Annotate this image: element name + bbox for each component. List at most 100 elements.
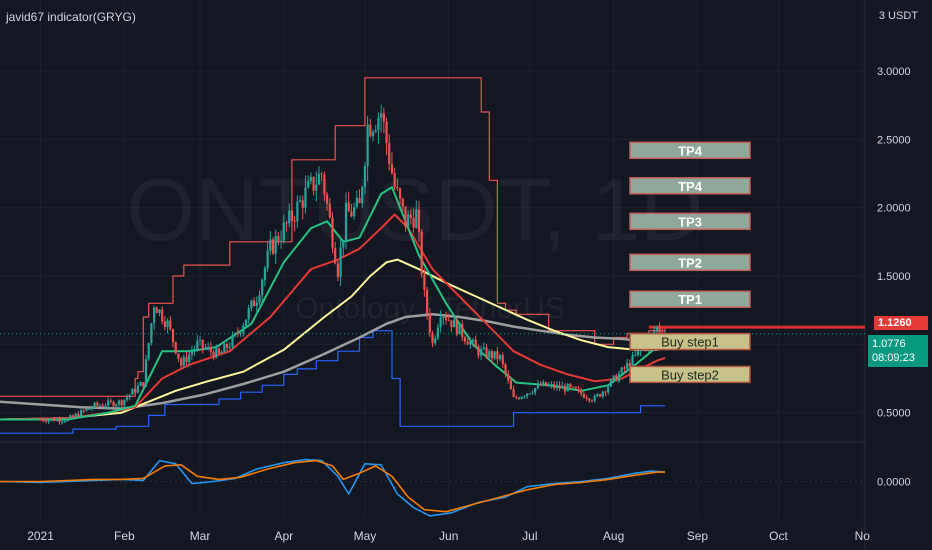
candle-down bbox=[301, 200, 304, 208]
candle-up bbox=[193, 348, 196, 352]
candle-up bbox=[296, 201, 299, 222]
candle-up bbox=[307, 181, 310, 188]
candle-up bbox=[534, 387, 537, 393]
candle-up bbox=[488, 351, 491, 358]
candle-up bbox=[55, 419, 58, 421]
x-tick-label: Mar bbox=[190, 529, 211, 543]
candle-down bbox=[252, 300, 256, 307]
candle-up bbox=[366, 124, 369, 167]
candle-down bbox=[580, 389, 583, 394]
indicator-title[interactable]: javid67 indicator(GRYG) bbox=[6, 10, 136, 24]
candle-down bbox=[558, 384, 561, 389]
candle-down bbox=[101, 405, 104, 407]
candle-up bbox=[244, 319, 248, 326]
lower-band-line bbox=[0, 330, 665, 434]
candle-down bbox=[217, 348, 221, 354]
candle-up bbox=[339, 247, 342, 278]
candle-up bbox=[182, 357, 185, 366]
candle-up bbox=[471, 339, 475, 342]
candle-up bbox=[636, 351, 640, 356]
candle-up bbox=[493, 351, 496, 359]
candle-down bbox=[163, 321, 166, 327]
target-box bbox=[629, 290, 751, 308]
candle-down bbox=[585, 397, 588, 399]
candle-up bbox=[355, 198, 358, 208]
candle-down bbox=[77, 413, 80, 417]
candle-down bbox=[388, 143, 391, 165]
candle-up bbox=[536, 383, 540, 388]
target-box bbox=[629, 212, 751, 231]
candle-up bbox=[269, 239, 272, 251]
candle-up bbox=[63, 421, 66, 423]
candle-up bbox=[280, 240, 283, 242]
candle-up bbox=[520, 396, 523, 399]
currency-unit-label[interactable]: 3 USDT bbox=[878, 10, 918, 22]
candle-down bbox=[588, 398, 591, 401]
candle-down bbox=[444, 316, 448, 320]
candle-down bbox=[328, 203, 331, 218]
candle-down bbox=[417, 209, 421, 232]
candle-up bbox=[90, 407, 94, 409]
candle-down bbox=[201, 339, 204, 348]
candle-up bbox=[69, 415, 72, 419]
candle-up bbox=[261, 280, 264, 296]
buy-zone-box bbox=[629, 332, 751, 351]
buy-zone-box bbox=[629, 365, 751, 384]
candle-down bbox=[236, 333, 239, 335]
candle-down bbox=[96, 402, 99, 406]
candle-up bbox=[639, 350, 642, 352]
watermark-symbol: ONTUSDT, 1D bbox=[127, 160, 704, 259]
candle-up bbox=[609, 379, 613, 387]
candle-down bbox=[39, 419, 42, 421]
candle-up bbox=[453, 319, 456, 328]
candle-down bbox=[336, 263, 339, 278]
candle-down bbox=[512, 389, 515, 397]
candle-up bbox=[353, 207, 356, 217]
candle-up bbox=[66, 418, 69, 422]
candle-up bbox=[593, 396, 596, 401]
candle-down bbox=[461, 323, 464, 338]
target-label: TP4 bbox=[678, 179, 703, 194]
candle-up bbox=[526, 393, 529, 397]
candle-down bbox=[428, 313, 431, 333]
candle-down bbox=[463, 337, 467, 342]
candle-up bbox=[274, 236, 277, 254]
candle-up bbox=[93, 402, 96, 408]
candle-up bbox=[258, 295, 261, 303]
candle-up bbox=[198, 339, 202, 341]
candle-up bbox=[617, 373, 621, 382]
candle-up bbox=[653, 331, 656, 334]
candle-down bbox=[134, 388, 137, 393]
candle-down bbox=[425, 289, 429, 314]
candle-up bbox=[250, 300, 253, 309]
candle-down bbox=[569, 384, 572, 387]
target-label: TP4 bbox=[678, 143, 703, 158]
candle-down bbox=[382, 113, 385, 122]
candle-down bbox=[290, 210, 294, 221]
candle-down bbox=[504, 364, 507, 374]
candle-down bbox=[574, 386, 577, 389]
target-label: TP3 bbox=[678, 214, 702, 229]
candle-down bbox=[82, 410, 85, 412]
candle-down bbox=[615, 375, 618, 382]
bar-countdown: 08:09:23 bbox=[872, 352, 915, 364]
x-tick-label: Jul bbox=[522, 529, 537, 543]
candle-up bbox=[442, 316, 445, 318]
candle-down bbox=[180, 358, 183, 366]
candle-up bbox=[415, 209, 418, 228]
x-tick-label: Jun bbox=[439, 529, 458, 543]
candle-down bbox=[293, 220, 296, 222]
x-tick-label: Sep bbox=[687, 529, 709, 543]
candle-down bbox=[517, 397, 521, 399]
candle-down bbox=[42, 419, 45, 421]
candle-up bbox=[139, 382, 142, 387]
candle-up bbox=[523, 396, 526, 398]
candle-down bbox=[209, 346, 212, 352]
candle-down bbox=[369, 124, 372, 137]
x-tick-label: 2021 bbox=[27, 529, 54, 543]
candle-down bbox=[582, 393, 585, 398]
candle-up bbox=[50, 418, 53, 420]
candle-down bbox=[571, 386, 575, 388]
